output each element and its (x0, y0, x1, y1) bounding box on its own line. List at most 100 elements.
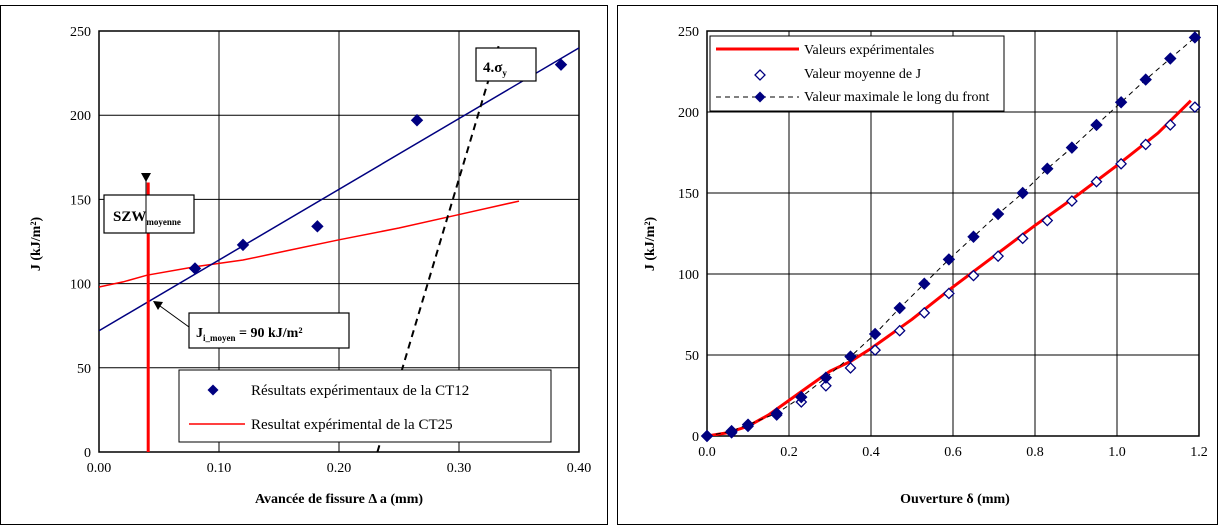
data-point (1065, 141, 1079, 154)
data-point (967, 269, 980, 282)
y-tick-label: 100 (70, 278, 91, 293)
data-point (844, 362, 857, 374)
x-tick-label: 0.2 (780, 445, 798, 460)
plot-area (98, 30, 580, 453)
szw-arrow-head (141, 173, 151, 182)
x-tick-label: 0.00 (87, 461, 112, 476)
data-point (1188, 31, 1202, 44)
x-tick-label: 1.0 (1108, 445, 1126, 460)
data-point (868, 327, 882, 341)
legend-marker-max (754, 91, 766, 103)
data-point (992, 250, 1005, 263)
right-xlabel: Ouverture δ (mm) (900, 492, 1010, 507)
y-tick-label: 150 (70, 193, 91, 208)
ji-label-prefix: J (196, 326, 203, 341)
legend-label-ct12: Résultats expérimentaux de la CT12 (251, 383, 469, 399)
data-point (844, 350, 857, 363)
y-tick-label: 200 (678, 106, 699, 121)
right-ylabel: J (kJ/m²) (643, 216, 658, 271)
data-point (1065, 195, 1078, 208)
legend-label-exp: Valeurs expérimentales (804, 43, 934, 58)
data-point (1090, 175, 1103, 188)
szw-label-sub: moyenne (146, 217, 181, 227)
data-point (1139, 138, 1152, 151)
x-tick-label: 1.2 (1190, 445, 1208, 460)
x-tick-label: 0.20 (327, 461, 352, 476)
legend-label-max: Valeur maximale le long du front (804, 90, 990, 105)
y-tick-label: 200 (70, 109, 91, 124)
data-point (918, 277, 931, 290)
y-tick-label: 250 (678, 25, 699, 40)
y-tick-label: 50 (77, 362, 91, 377)
ji-arrow-line (159, 305, 190, 328)
legend-label-ct25: Resultat expérimental de la CT25 (251, 417, 453, 433)
series-line (99, 47, 579, 332)
y-tick-label: 0 (692, 430, 699, 445)
plot-area (706, 30, 1200, 437)
data-point (770, 407, 783, 420)
ji-label-suffix: = 90 kJ/m² (236, 326, 303, 341)
ji-arrow-head (153, 301, 163, 310)
data-point (700, 429, 714, 443)
legend-marker-ct12 (207, 384, 219, 396)
data-point (1041, 162, 1054, 175)
y-tick-label: 150 (678, 187, 699, 202)
data-point (1188, 101, 1201, 114)
sigma-label-sub: y (502, 68, 507, 78)
data-point (311, 220, 324, 233)
x-tick-label: 0.40 (567, 461, 592, 476)
data-point (741, 418, 755, 431)
x-tick-label: 0.0 (698, 445, 716, 460)
x-tick-label: 0.6 (944, 445, 962, 460)
y-tick-label: 100 (678, 268, 699, 283)
left-ylabel: J (kJ/m²) (29, 216, 44, 271)
left-chart-frame (0, 5, 608, 525)
ji-label: Ji_moyen = 90 kJ/m² (196, 326, 303, 343)
x-tick-label: 0.4 (862, 445, 880, 460)
data-point (893, 301, 906, 315)
legend-marker-mean (754, 69, 766, 81)
series-dashed-line (376, 45, 500, 452)
data-point (1016, 232, 1029, 245)
data-point (1090, 118, 1103, 132)
data-point (942, 287, 955, 300)
data-point (819, 379, 832, 392)
left-xlabel: Avancée de fissure Δ a (mm) (255, 492, 423, 507)
data-point (1164, 52, 1177, 65)
data-point (991, 207, 1005, 221)
data-point (1016, 186, 1029, 200)
sigma-label-box (475, 47, 537, 82)
left-chart: 0.00 0.10 0.20 0.30 0.40 0 50 100 150 200 250 SZWmo… (70, 25, 591, 476)
data-point (1115, 157, 1128, 170)
ji-label-box (188, 312, 350, 349)
y-tick-label: 250 (70, 25, 91, 40)
legend-box (178, 369, 552, 443)
data-point (795, 390, 808, 404)
x-tick-label: 0.30 (447, 461, 472, 476)
legend-label-mean: Valeur moyenne de J (804, 67, 922, 82)
data-point (188, 262, 202, 275)
szw-label-main: SZW (113, 209, 146, 225)
data-point (942, 253, 956, 266)
ji-label-sub: i_moyen (203, 333, 236, 343)
data-point (918, 306, 931, 319)
x-tick-label: 0.8 (1026, 445, 1044, 460)
data-point (893, 324, 906, 337)
szw-label-box (103, 194, 195, 234)
y-tick-label: 50 (685, 349, 699, 364)
data-point (819, 371, 833, 384)
series-line (99, 200, 520, 288)
data-point (410, 114, 424, 127)
data-point (1114, 96, 1128, 109)
x-tick-label: 0.10 (207, 461, 232, 476)
data-point (554, 58, 568, 71)
sigma-label: 4.σy (483, 60, 507, 78)
series-line (707, 99, 1192, 436)
data-point (1041, 214, 1054, 227)
sigma-label-main: 4.σ (483, 60, 503, 76)
series-dashed-line (707, 37, 1196, 436)
y-tick-label: 0 (84, 446, 91, 461)
data-point (1164, 119, 1177, 131)
data-point (967, 230, 980, 243)
